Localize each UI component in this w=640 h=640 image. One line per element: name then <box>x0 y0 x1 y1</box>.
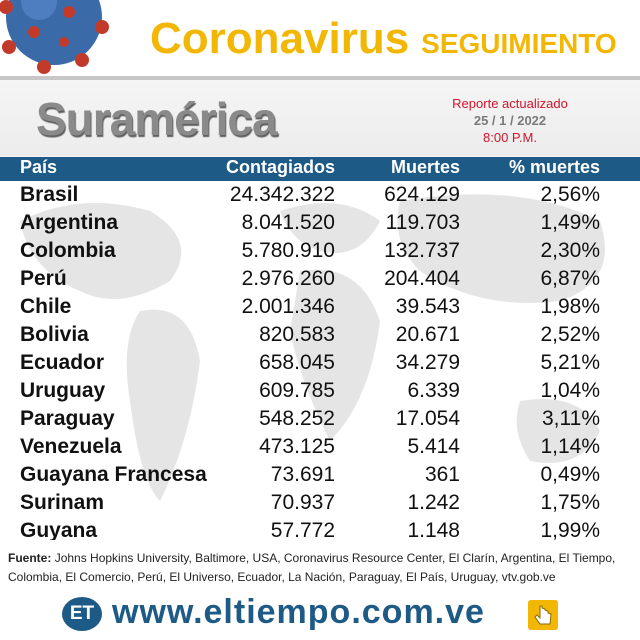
cell-pct-muertes: 0,49% <box>540 463 600 486</box>
report-label: Reporte actualizado <box>452 96 568 111</box>
cell-pais: Chile <box>20 295 72 318</box>
top-banner: Coronavirus SEGUIMIENTO <box>0 0 640 80</box>
cell-contagiados: 8.041.520 <box>241 211 335 234</box>
cell-muertes: 204.404 <box>384 267 460 290</box>
header-muertes: Muertes <box>390 157 460 177</box>
cell-contagiados: 73.691 <box>270 463 335 486</box>
table-row: Chile 2.001.346 39.543 1,98% <box>0 293 640 321</box>
coronavirus-icon <box>0 0 109 74</box>
cell-muertes: 1.242 <box>407 491 460 514</box>
table-body: Brasil 24.342.322 624.129 2,56% Argentina 8.0… <box>0 181 640 540</box>
cell-pais: Guayana Francesa <box>20 463 207 486</box>
report-info: Reporte actualizado 25 / 1 / 2022 8:00 P… <box>440 95 580 146</box>
cell-contagiados: 658.045 <box>259 351 335 374</box>
sources-label: Fuente: <box>8 551 52 565</box>
sources-list: Johns Hopkins University, Baltimore, USA… <box>8 551 616 584</box>
table-row: Brasil 24.342.322 624.129 2,56% <box>0 181 640 209</box>
brand-word-coronavirus: Coronavirus <box>150 14 410 63</box>
cell-muertes: 361 <box>424 463 460 486</box>
eltiempo-logo: ET <box>62 597 102 631</box>
table-row: Perú 2.976.260 204.404 6,87% <box>0 265 640 293</box>
header-pais: País <box>20 157 58 177</box>
table-row: Ecuador 658.045 34.279 5,21% <box>0 349 640 377</box>
cell-pct-muertes: 2,30% <box>540 239 600 262</box>
cell-contagiados: 2.976.260 <box>241 267 335 290</box>
cell-contagiados: 5.780.910 <box>241 239 335 262</box>
cell-muertes: 132.737 <box>384 239 460 262</box>
cell-pct-muertes: 5,21% <box>540 351 600 374</box>
table-rows: Brasil 24.342.322 624.129 2,56% Argentina 8.0… <box>0 181 640 540</box>
cell-pais: Argentina <box>20 211 119 234</box>
cell-pais: Bolivia <box>20 323 89 346</box>
cell-muertes: 17.054 <box>395 407 460 430</box>
cell-pct-muertes: 2,52% <box>540 323 600 346</box>
table-row: Venezuela 473.125 5.414 1,14% <box>0 433 640 461</box>
cell-pct-muertes: 1,14% <box>540 435 600 458</box>
world-map-background <box>20 194 605 501</box>
cell-muertes: 5.414 <box>407 435 460 458</box>
cell-pais: Paraguay <box>20 407 115 430</box>
cell-pct-muertes: 1,49% <box>540 211 600 234</box>
cell-muertes: 20.671 <box>395 323 460 346</box>
cell-muertes: 1.148 <box>407 519 460 540</box>
header-contagiados: Contagiados <box>225 157 335 177</box>
cell-muertes: 624.129 <box>384 183 460 206</box>
cell-pct-muertes: 6,87% <box>540 267 600 290</box>
header-pct-muertes: % muertes <box>508 157 600 177</box>
cell-pais: Colombia <box>20 239 116 262</box>
cell-contagiados: 70.937 <box>270 491 335 514</box>
cell-pais: Venezuela <box>20 435 122 458</box>
cell-pais: Ecuador <box>20 351 105 374</box>
cell-contagiados: 473.125 <box>259 435 335 458</box>
cell-contagiados: 24.342.322 <box>229 183 335 206</box>
cell-pct-muertes: 1,99% <box>540 519 600 540</box>
website-link[interactable]: www.eltiempo.com.ve <box>112 593 485 631</box>
cell-contagiados: 57.772 <box>270 519 335 540</box>
cell-contagiados: 820.583 <box>259 323 335 346</box>
cell-muertes: 39.543 <box>395 295 460 318</box>
region-area <box>0 80 640 156</box>
cell-pais: Perú <box>20 267 67 290</box>
report-date: 25 / 1 / 2022 <box>473 113 547 128</box>
cell-pct-muertes: 1,98% <box>540 295 600 318</box>
table-row: Guayana Francesa 73.691 361 0,49% <box>0 461 640 489</box>
cell-pais: Guyana <box>20 519 98 540</box>
table-header: País Contagiados Muertes % muertes <box>0 157 640 181</box>
region-title: Suramérica <box>36 93 278 145</box>
brand-word-seguimiento: SEGUIMIENTO <box>421 28 617 59</box>
table-row: Argentina 8.041.520 119.703 1,49% <box>0 209 640 237</box>
cell-pct-muertes: 1,75% <box>540 491 600 514</box>
cell-muertes: 119.703 <box>385 211 460 234</box>
cell-contagiados: 548.252 <box>259 407 335 430</box>
brand-title: Coronavirus SEGUIMIENTO <box>150 14 617 74</box>
cell-pct-muertes: 1,04% <box>540 379 600 402</box>
table-row: Guyana 57.772 1.148 1,99% <box>0 517 640 540</box>
table-row: Colombia 5.780.910 132.737 2,30% <box>0 237 640 265</box>
report-time: 8:00 P.M. <box>483 130 537 145</box>
cell-contagiados: 609.785 <box>259 379 335 402</box>
table-row: Uruguay 609.785 6.339 1,04% <box>0 377 640 405</box>
table-row: Surinam 70.937 1.242 1,75% <box>0 489 640 517</box>
table-row: Bolivia 820.583 20.671 2,52% <box>0 321 640 349</box>
cell-pais: Brasil <box>20 183 79 206</box>
cell-pct-muertes: 2,56% <box>540 183 600 206</box>
click-hand-icon <box>528 600 558 630</box>
cell-muertes: 6.339 <box>407 379 460 402</box>
cell-muertes: 34.279 <box>395 351 460 374</box>
table-row: Paraguay 548.252 17.054 3,11% <box>0 405 640 433</box>
cell-contagiados: 2.001.346 <box>241 295 335 318</box>
cell-pais: Surinam <box>20 491 105 514</box>
divider <box>0 76 640 80</box>
cell-pct-muertes: 3,11% <box>542 407 600 430</box>
sources-text: Fuente: Johns Hopkins University, Baltim… <box>8 549 634 587</box>
cell-pais: Uruguay <box>20 379 106 402</box>
